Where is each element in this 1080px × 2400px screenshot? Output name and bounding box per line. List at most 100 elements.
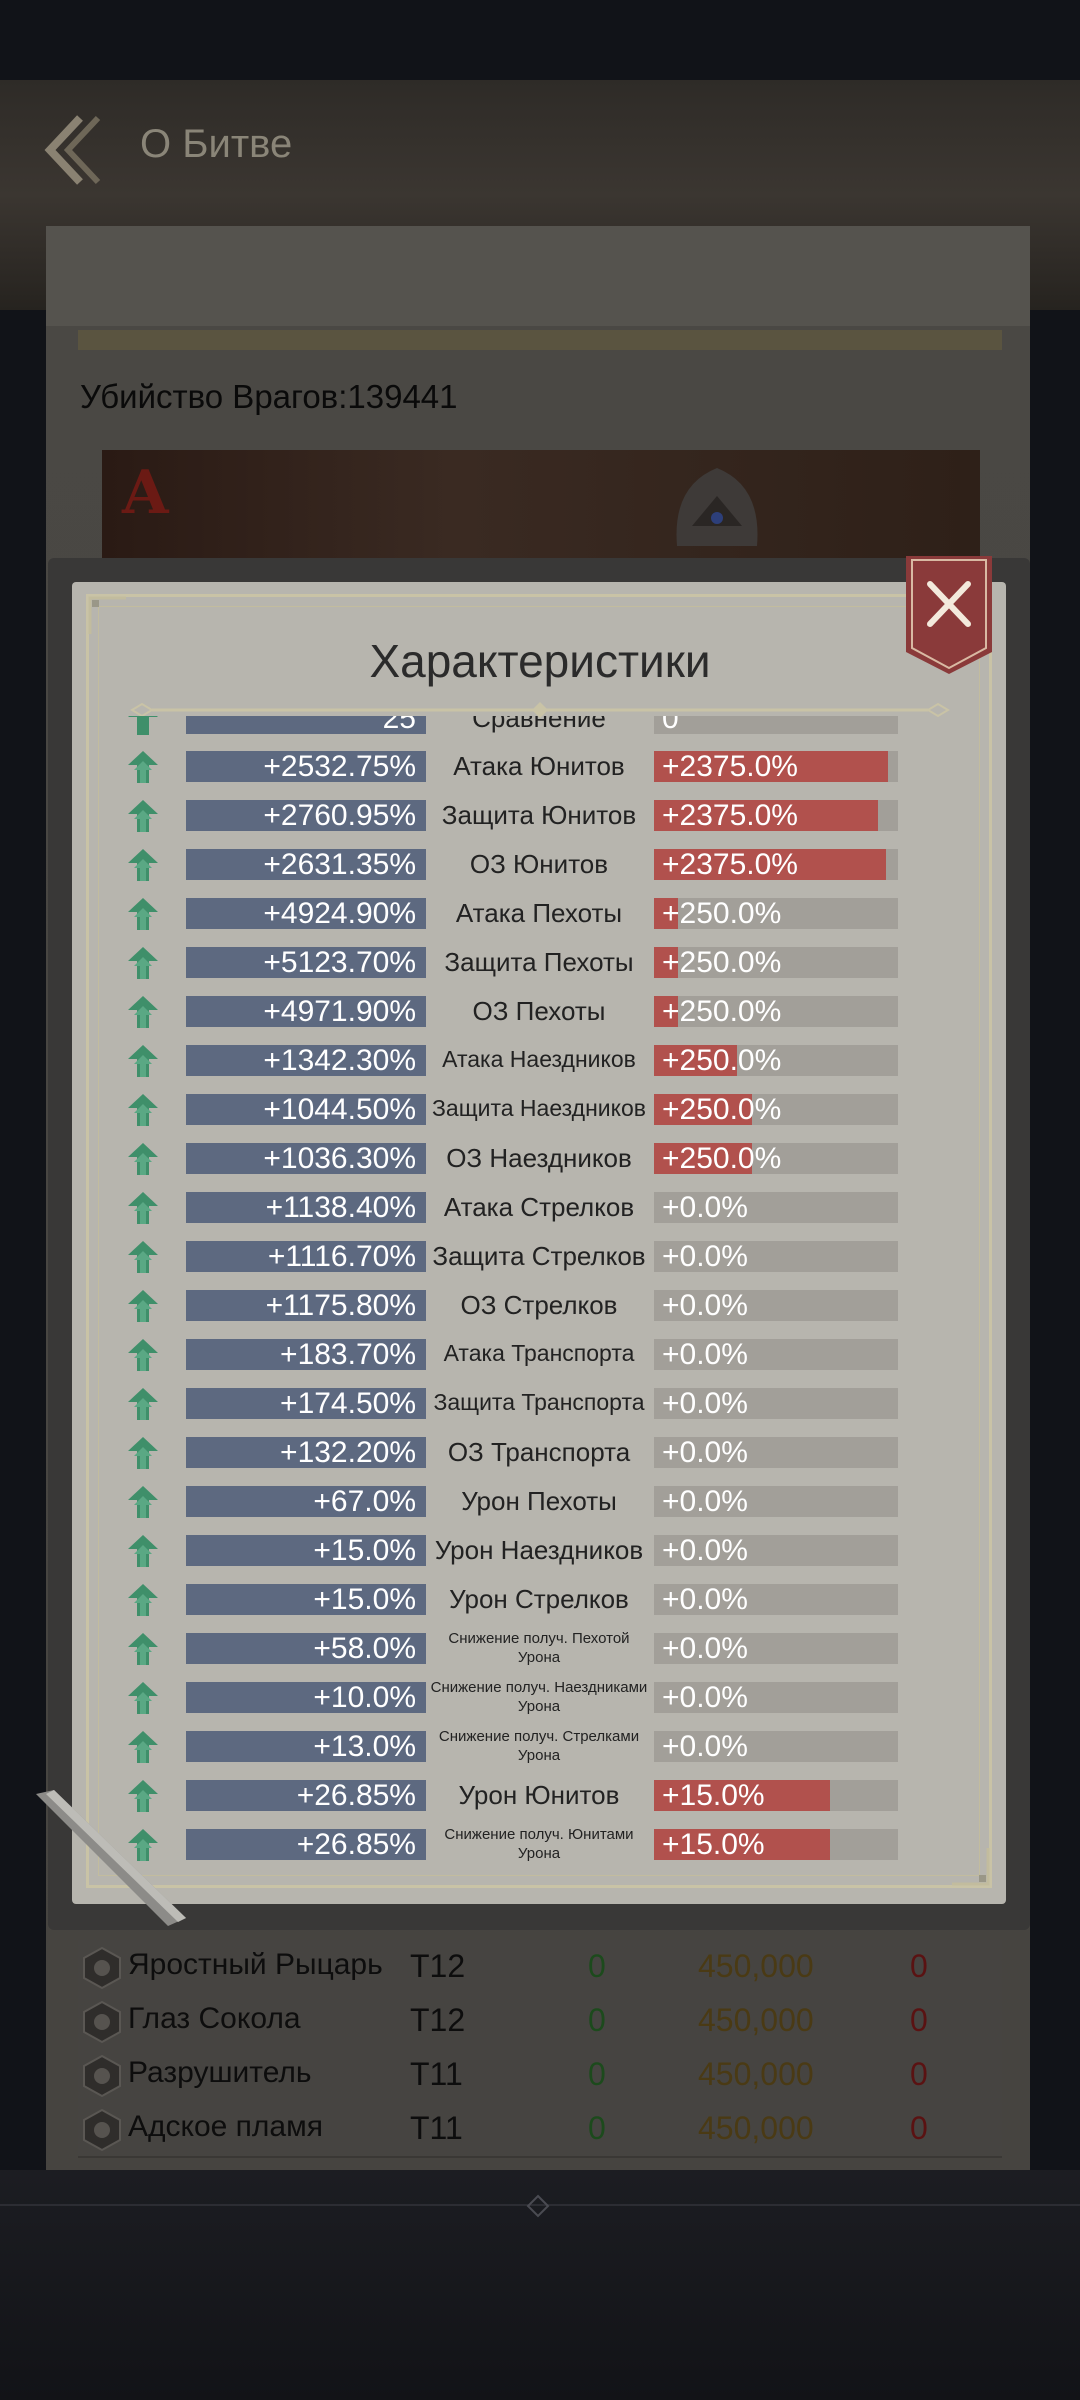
compare-bar: +0.0%	[654, 1535, 898, 1566]
compare-bar: +250.0%	[654, 1045, 898, 1076]
stat-name: Снижение получ. Наездниками Урона	[430, 1678, 648, 1716]
stat-name: ОЗ Транспорта	[447, 1436, 631, 1467]
up-arrow-icon	[128, 1241, 158, 1273]
back-arrow-icon[interactable]	[40, 110, 110, 190]
stat-row: +183.70% Атака Транспорта +0.0%	[110, 1334, 920, 1374]
compare-value: +0.0%	[662, 1387, 748, 1420]
unit-name: Глаз Сокола	[128, 2002, 301, 2035]
unit-row[interactable]: Адское пламя T11 0 450,000 0	[78, 2102, 1002, 2158]
compare-bar: +250.0%	[654, 1094, 898, 1125]
compare-fill	[654, 1045, 737, 1076]
stat-name: ОЗ Стрелков	[460, 1289, 618, 1320]
compare-fill	[654, 1829, 830, 1860]
stat-row: +15.0% Урон Стрелков +0.0%	[110, 1579, 920, 1619]
stat-value: +15.0%	[313, 1534, 416, 1567]
compare-bar: +250.0%	[654, 947, 898, 978]
compare-bar: +15.0%	[654, 1829, 898, 1860]
unit-loss: 0	[910, 1948, 928, 1984]
compare-value: +0.0%	[662, 1632, 748, 1665]
stat-value-bar: +1036.30%	[186, 1143, 426, 1174]
corner-ornament-icon	[952, 1848, 990, 1886]
compare-value: +0.0%	[662, 1730, 748, 1763]
stat-name: Снижение получ. Пехотой Урона	[448, 1629, 630, 1667]
bottom-bar	[0, 2170, 1080, 2400]
compare-value: +0.0%	[662, 1240, 748, 1273]
unit-count: 450,000	[698, 2110, 814, 2146]
stat-value-bar: +15.0%	[186, 1584, 426, 1615]
compare-value: +0.0%	[662, 1191, 748, 1224]
diamond-ornament-icon	[526, 2194, 550, 2218]
compare-value: +0.0%	[662, 1485, 748, 1518]
stats-list[interactable]: 25 Сравнение 0 +2532.75% Атака Юнитов +237…	[110, 716, 920, 1872]
sword-blade-decoration	[36, 1790, 186, 1926]
up-arrow-icon	[128, 849, 158, 881]
gold-divider	[78, 330, 1002, 350]
compare-value: +250.0%	[662, 995, 782, 1028]
up-arrow-icon	[128, 898, 158, 930]
stat-row: +26.85% Урон Юнитов +15.0%	[110, 1775, 920, 1815]
up-arrow-icon	[128, 1731, 158, 1763]
stat-name: Урон Стрелков	[449, 1583, 629, 1614]
unit-tier: T11	[410, 2110, 463, 2146]
stat-value: +183.70%	[280, 1338, 416, 1371]
stat-value-bar: +58.0%	[186, 1633, 426, 1664]
compare-value: +0.0%	[662, 1583, 748, 1616]
compare-bar: +0.0%	[654, 1731, 898, 1762]
stat-row: +67.0% Урон Пехоты +0.0%	[110, 1481, 920, 1521]
unit-gain: 0	[588, 2110, 606, 2146]
stat-row: +2532.75% Атака Юнитов +2375.0%	[110, 746, 920, 786]
stat-value: +26.85%	[296, 1779, 416, 1812]
unit-emblem-icon	[83, 2000, 121, 2044]
unit-loss: 0	[910, 2056, 928, 2092]
stat-value: +2631.35%	[263, 848, 416, 881]
corner-ornament-icon	[88, 596, 126, 634]
stat-value: +1138.40%	[265, 1191, 416, 1224]
compare-bar: 0	[654, 716, 898, 734]
unit-name: Яростный Рыцарь	[128, 1948, 383, 1981]
unit-gain: 0	[588, 2056, 606, 2092]
compare-bar: +0.0%	[654, 1682, 898, 1713]
stat-value-bar: +26.85%	[186, 1780, 426, 1811]
stat-value: +58.0%	[313, 1632, 416, 1665]
compare-fill	[654, 947, 679, 978]
stat-row: +58.0% Снижение получ. Пехотой Урона +0.0%	[110, 1628, 920, 1668]
stat-value-bar: +26.85%	[186, 1829, 426, 1860]
stat-name: Сравнение	[472, 716, 606, 733]
stat-row-partial: 25 Сравнение 0	[110, 716, 920, 738]
stat-name: Атака Юнитов	[453, 750, 625, 781]
stat-name: Защита Наездников	[432, 1095, 646, 1122]
stat-row: +2631.35% ОЗ Юнитов +2375.0%	[110, 844, 920, 884]
compare-fill	[654, 800, 879, 831]
stat-name: Защита Стрелков	[432, 1240, 646, 1271]
unit-row[interactable]: Яростный Рыцарь T12 0 450,000 0	[78, 1940, 1002, 1996]
stat-value: 25	[382, 716, 416, 735]
stat-value-bar: +1175.80%	[186, 1290, 426, 1321]
close-button[interactable]	[904, 556, 994, 676]
stat-value: +5123.70%	[263, 946, 416, 979]
stat-name: Атака Пехоты	[455, 897, 623, 928]
unit-emblem-icon	[83, 2108, 121, 2152]
stat-value: +10.0%	[313, 1681, 416, 1714]
stat-value-bar: +1044.50%	[186, 1094, 426, 1125]
stat-value: +132.20%	[280, 1436, 416, 1469]
enemy-kills-text: Убийство Врагов:139441	[80, 378, 458, 415]
compare-bar: +250.0%	[654, 898, 898, 929]
compare-bar: +0.0%	[654, 1290, 898, 1321]
compare-value: +0.0%	[662, 1289, 748, 1322]
stat-value: +4971.90%	[263, 995, 416, 1028]
title-divider	[130, 702, 950, 718]
up-arrow-icon	[128, 1192, 158, 1224]
up-arrow-icon	[128, 1633, 158, 1665]
compare-bar: +0.0%	[654, 1388, 898, 1419]
stat-name: Защита Пехоты	[444, 946, 634, 977]
stat-value-bar: +2760.95%	[186, 800, 426, 831]
compare-value: +0.0%	[662, 1436, 748, 1469]
stat-value-bar: +15.0%	[186, 1535, 426, 1566]
unit-row[interactable]: Глаз Сокола T12 0 450,000 0	[78, 1994, 1002, 2050]
unit-row[interactable]: Разрушитель T11 0 450,000 0	[78, 2048, 1002, 2104]
compare-value: 0	[662, 716, 679, 735]
stat-value: +1044.50%	[263, 1093, 416, 1126]
bottom-divider	[0, 2204, 1080, 2206]
compare-value: +2375.0%	[662, 848, 798, 881]
compare-bar: +250.0%	[654, 1143, 898, 1174]
